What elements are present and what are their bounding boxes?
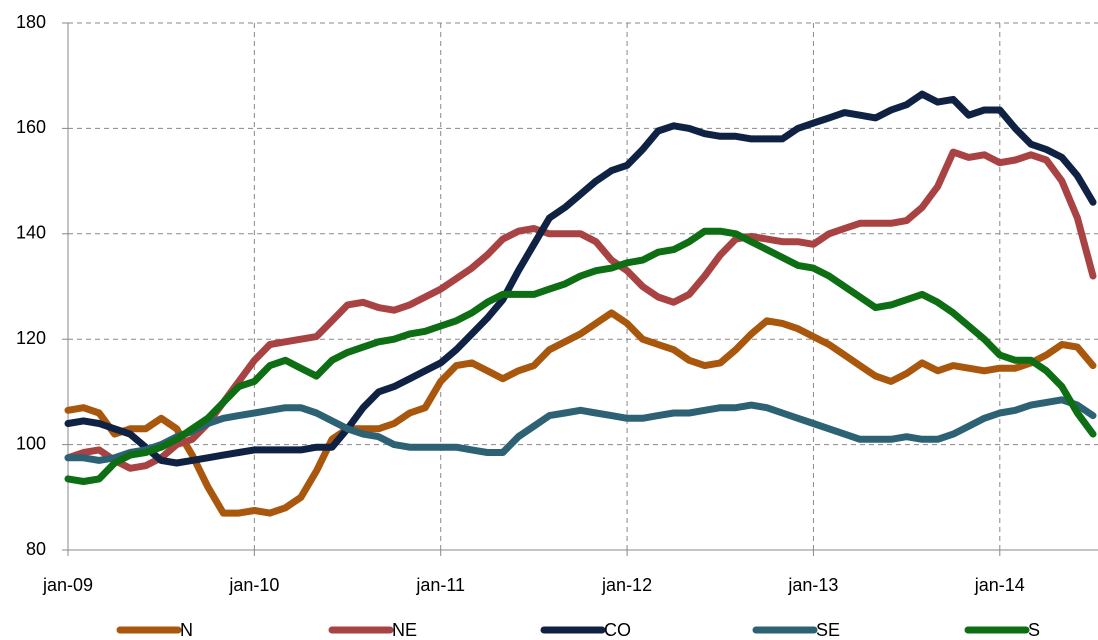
x-tick-label: jan-14 [974, 575, 1025, 595]
series-line [64, 148, 1097, 472]
x-tick-label: jan-13 [787, 575, 838, 595]
legend-label: CO [604, 620, 631, 640]
y-tick-label: 80 [26, 539, 46, 559]
legend-label: N [180, 620, 193, 640]
legend-label: SE [816, 620, 840, 640]
grid: 80 100 120 140 160 180 jan-09 jan-10 jan-11 jan-1… [16, 12, 1098, 595]
legend-label: S [1028, 620, 1040, 640]
series-line [64, 396, 1097, 464]
y-tick-label: 120 [16, 328, 46, 348]
y-tick-label: 140 [16, 223, 46, 243]
x-tick-label: jan-12 [601, 575, 652, 595]
legend: N NE CO SE S [116, 620, 1040, 640]
series-line [64, 309, 1097, 517]
series-line [64, 90, 1097, 467]
plot-area [64, 90, 1097, 517]
y-tick-label: 160 [16, 117, 46, 137]
y-tick-label: 100 [16, 433, 46, 453]
x-tick-label: jan-09 [42, 575, 93, 595]
y-tick-label: 180 [16, 12, 46, 32]
series-line [64, 227, 1097, 485]
x-tick-label: jan-11 [415, 575, 465, 595]
x-tick-label: jan-10 [228, 575, 279, 595]
legend-label: NE [392, 620, 417, 640]
